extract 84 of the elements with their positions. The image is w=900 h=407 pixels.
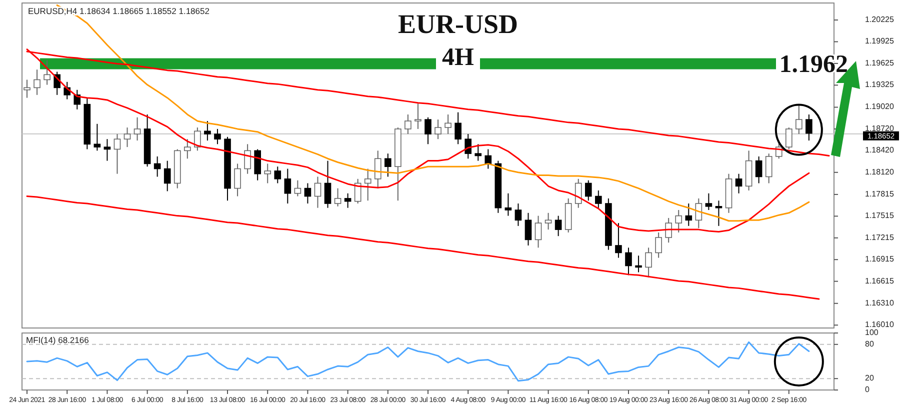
candlestick	[294, 180, 302, 197]
y-tick-label: 100	[865, 328, 879, 337]
candlestick	[34, 69, 40, 96]
candlestick	[454, 112, 462, 145]
y-tick-label: 1.16915	[865, 254, 894, 264]
candlestick	[635, 255, 642, 273]
candlestick	[234, 163, 241, 197]
y-tick-label: 1.16615	[865, 276, 894, 286]
candlestick	[284, 168, 292, 204]
chart-title: MFI(14) 68.2166	[26, 335, 90, 345]
candlestick	[534, 215, 542, 248]
y-tick-label: 80	[865, 339, 874, 348]
candlestick	[184, 138, 191, 160]
candlestick	[806, 114, 812, 142]
candlestick	[324, 160, 332, 208]
candlestick	[584, 180, 592, 202]
y-tick-label: 1.18720	[865, 124, 894, 133]
y-tick-label: 1.16310	[865, 298, 894, 308]
y-tick-label: 1.17815	[865, 189, 894, 198]
candlestick	[796, 104, 802, 135]
candlestick	[194, 127, 201, 152]
candlestick	[645, 247, 652, 278]
candlestick	[304, 182, 312, 204]
candlestick	[44, 60, 50, 86]
y-tick-label: 1.17515	[865, 211, 894, 220]
candlestick	[204, 120, 211, 142]
candlestick	[404, 114, 412, 135]
candlestick	[434, 119, 442, 140]
candlestick	[554, 215, 562, 237]
candlestick	[94, 123, 101, 152]
candlestick	[104, 138, 111, 162]
y-tick-label: 1.16010	[865, 320, 894, 330]
candlestick	[685, 203, 692, 226]
y-tick-label: 1.18420	[865, 146, 894, 155]
y-tick-label: 20	[865, 374, 874, 383]
y-tick-label: 1.17215	[865, 232, 894, 242]
candlestick	[735, 173, 742, 194]
candlestick	[274, 166, 282, 184]
candlestick	[424, 116, 432, 145]
candlestick	[314, 176, 322, 208]
candlestick	[344, 192, 352, 208]
candlestick	[504, 192, 512, 216]
candlestick	[514, 203, 522, 226]
candlestick	[574, 178, 582, 208]
candlestick	[675, 210, 682, 233]
candlestick	[765, 153, 772, 184]
candlestick	[254, 148, 261, 181]
candlestick	[665, 217, 672, 244]
candlestick	[154, 156, 161, 178]
candlestick	[524, 212, 532, 246]
candlestick	[244, 144, 251, 174]
candlestick	[484, 148, 492, 170]
y-tick-label: 0	[865, 385, 870, 394]
ref-line-label: 1.1962	[779, 50, 848, 78]
text: 4H	[442, 44, 475, 71]
y-tick-label: 1.19325	[865, 80, 894, 90]
chart-title: EUR-USD	[398, 9, 518, 39]
candlestick	[444, 114, 452, 135]
candlestick	[114, 134, 121, 174]
y-tick-label: 1.19925	[865, 36, 894, 46]
line-series	[26, 196, 820, 300]
candlestick	[334, 188, 342, 207]
candlestick	[384, 153, 392, 178]
candlestick	[134, 116, 141, 142]
candlestick	[474, 144, 482, 162]
candlestick	[544, 212, 552, 230]
candlestick	[755, 156, 762, 184]
candlestick	[364, 168, 372, 202]
candlestick	[705, 192, 712, 211]
candlestick	[785, 127, 792, 150]
y-tick-label: 1.20225	[865, 15, 894, 24]
candlestick	[615, 222, 622, 258]
y-tick-label: 1.19625	[865, 58, 894, 68]
candlestick	[374, 150, 382, 189]
candlestick	[264, 163, 272, 184]
y-tick-label: 1.18120	[865, 167, 894, 176]
candlestick	[414, 103, 422, 130]
candlestick	[595, 190, 602, 208]
candlestick	[655, 232, 662, 258]
candlestick	[625, 247, 632, 276]
candlestick	[214, 128, 221, 145]
candlestick	[124, 127, 131, 148]
candlestick	[164, 160, 171, 192]
y-tick-label: 1.19020	[865, 102, 894, 112]
